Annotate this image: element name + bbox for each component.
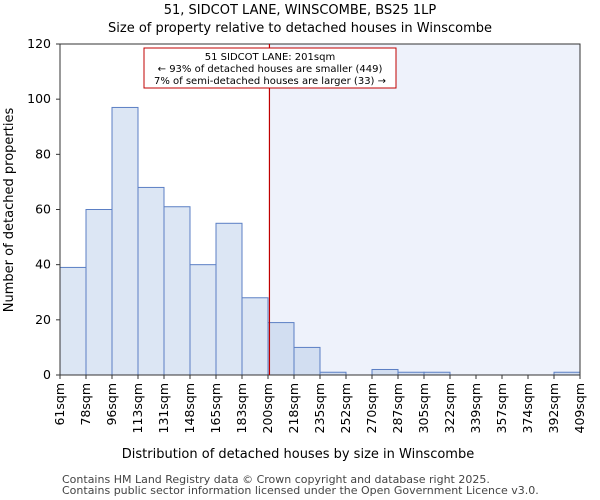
x-tick-label: 218sqm	[286, 383, 301, 433]
bar-78sqm	[85, 209, 113, 376]
x-tick-label: 61sqm	[52, 383, 67, 426]
x-tick-label: 374sqm	[520, 383, 535, 433]
y-tick-label: 20	[35, 312, 51, 327]
chart-subtitle: Size of property relative to detached ho…	[108, 21, 492, 36]
bar-183sqm	[241, 297, 269, 376]
x-tick-label: 409sqm	[572, 383, 587, 433]
y-tick-label: 0	[43, 367, 51, 382]
x-tick-label: 287sqm	[390, 383, 405, 433]
bar-113sqm	[137, 186, 165, 376]
x-tick-label: 357sqm	[494, 383, 509, 433]
bar-165sqm	[215, 222, 243, 376]
chart-title: 51, SIDCOT LANE, WINSCOMBE, BS25 1LP	[164, 3, 437, 18]
footer-line-2: Contains public sector information licen…	[62, 484, 539, 497]
x-axis-label: Distribution of detached houses by size …	[122, 447, 474, 462]
x-tick-label: 322sqm	[442, 383, 457, 433]
x-tick-label: 148sqm	[182, 383, 197, 433]
y-tick-label: 120	[27, 36, 51, 51]
bar-131sqm	[163, 206, 191, 376]
bar-200sqm	[267, 322, 295, 376]
marker-shade-region	[269, 44, 580, 375]
y-tick-label: 60	[35, 202, 51, 217]
annotation-smaller: ← 93% of detached houses are smaller (44…	[158, 64, 383, 75]
bar-148sqm	[189, 264, 217, 376]
x-tick-label: 235sqm	[312, 383, 327, 433]
plot-area: 0 20 40 60 80 100 120 61sqm 78sqm 96sqm 113sqm 131s…	[27, 36, 587, 433]
x-tick-label: 252sqm	[338, 383, 353, 433]
x-tick-label: 305sqm	[416, 383, 431, 433]
annotation-larger: 7% of semi-detached houses are larger (3…	[154, 76, 386, 87]
annotation-box	[143, 47, 397, 89]
y-tick-label: 40	[35, 257, 51, 272]
x-tick-label: 183sqm	[234, 383, 249, 433]
bar-218sqm	[293, 346, 321, 376]
bar-61sqm	[59, 266, 87, 376]
footer-line-1: Contains HM Land Registry data © Crown c…	[62, 473, 490, 486]
annotation-title: 51 SIDCOT LANE: 201sqm	[205, 52, 335, 63]
bar-96sqm	[111, 106, 139, 376]
x-tick-label: 78sqm	[78, 383, 93, 426]
y-axis-label: Number of detached properties	[2, 108, 17, 313]
x-tick-label: 96sqm	[104, 383, 119, 426]
y-tick-label: 80	[35, 146, 51, 161]
x-tick-label: 113sqm	[130, 383, 145, 433]
x-tick-label: 392sqm	[546, 383, 561, 433]
x-tick-label: 200sqm	[260, 383, 275, 433]
x-tick-label: 165sqm	[208, 383, 223, 433]
y-tick-label: 100	[27, 91, 51, 106]
bar-270sqm	[371, 368, 399, 376]
x-tick-label: 270sqm	[364, 383, 379, 433]
x-tick-label: 339sqm	[468, 383, 483, 433]
x-tick-label: 131sqm	[156, 383, 171, 433]
